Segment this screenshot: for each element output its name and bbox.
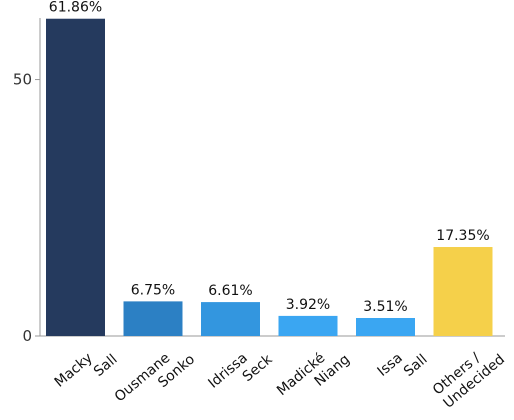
data-label: 3.51% [363, 299, 407, 315]
bar [46, 18, 105, 336]
bars-group [46, 18, 493, 336]
bar [356, 317, 415, 336]
data-label: 61.86% [49, 0, 102, 16]
data-labels-group: 61.86% 6.75% 6.61% 3.92% 3.51% 17.35% [49, 0, 490, 315]
bar [201, 302, 260, 336]
y-tick-label: 50 [13, 71, 32, 89]
category-label-line: Sall [91, 351, 121, 379]
category-label: Others /Undecided [430, 350, 508, 412]
y-tick-label: 0 [22, 327, 32, 345]
data-label: 6.61% [208, 283, 252, 299]
data-label: 3.92% [286, 297, 330, 313]
y-axis-ticks: 0 50 [13, 71, 40, 345]
category-label-line: Issa [375, 350, 406, 380]
bar [123, 301, 183, 336]
category-label-line: Macky [52, 350, 96, 391]
data-label: 17.35% [436, 228, 489, 244]
bar [278, 315, 338, 336]
bar [433, 247, 493, 336]
data-label: 6.75% [131, 282, 175, 298]
category-label-line: Sall [401, 351, 431, 379]
